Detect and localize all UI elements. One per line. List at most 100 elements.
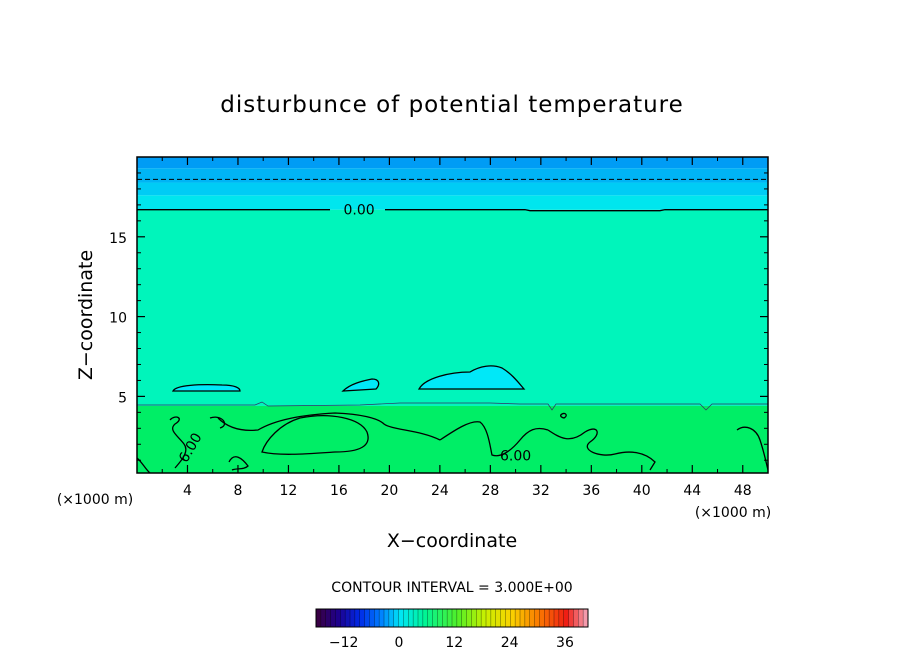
contour-closed-1 bbox=[417, 365, 526, 390]
contour-label-2: 6.00 bbox=[500, 448, 531, 464]
y-tick-label-1: 10 bbox=[109, 311, 127, 327]
colorbar-cell bbox=[544, 609, 550, 627]
colorbar-cell bbox=[345, 609, 351, 627]
contour-six-3 bbox=[217, 412, 441, 441]
x-tick-label-6: 28 bbox=[481, 483, 499, 499]
colorbar-cell bbox=[461, 609, 468, 627]
contour-label-0: 0.00 bbox=[344, 203, 375, 219]
colorbar-tick-label-4: 36 bbox=[556, 635, 574, 651]
contour-six-0 bbox=[169, 416, 187, 469]
colorbar-cell bbox=[403, 609, 409, 627]
colorbar-cell bbox=[335, 609, 341, 627]
colorbar-cell bbox=[495, 609, 502, 627]
colorbar-cell bbox=[471, 609, 477, 627]
x-tick-label-8: 36 bbox=[582, 483, 600, 499]
y-axis-label: Z−coordinate bbox=[75, 250, 97, 380]
colorbar-tick-label-3: 24 bbox=[501, 635, 519, 651]
colorbar-cell bbox=[529, 609, 536, 627]
colorbar-cell bbox=[408, 609, 414, 627]
colorbar-cell bbox=[452, 609, 458, 627]
colorbar-cell bbox=[447, 609, 453, 627]
colorbar-frame bbox=[315, 608, 589, 628]
colorbar-cell bbox=[505, 609, 511, 627]
colorbar-cell bbox=[364, 609, 370, 627]
colorbar: −12 0 12 24 36 bbox=[315, 608, 589, 651]
cyan-patch-2 bbox=[173, 384, 240, 391]
colorbar-cell bbox=[578, 609, 584, 627]
colorbar-cell bbox=[583, 609, 589, 627]
x-tick-label-5: 24 bbox=[431, 483, 449, 499]
colorbar-cell bbox=[549, 609, 555, 627]
contour-zero bbox=[137, 209, 768, 212]
contour-six-7 bbox=[228, 456, 249, 471]
band-0 bbox=[137, 405, 768, 473]
band-3 bbox=[137, 182, 768, 196]
contour-six-8 bbox=[736, 426, 768, 471]
colorbar-cell bbox=[432, 609, 438, 627]
contour-closed-2 bbox=[171, 384, 241, 392]
cyan-patch-1 bbox=[419, 365, 524, 389]
colorbar-cell bbox=[524, 609, 531, 627]
colorbar-cell bbox=[418, 609, 424, 627]
chart-title: disturbunce of potential temperature bbox=[220, 92, 684, 118]
colorbar-cell bbox=[466, 609, 472, 627]
colorbar-cell bbox=[534, 609, 540, 627]
colorbar-cell bbox=[554, 609, 560, 627]
colorbar-cell bbox=[325, 609, 332, 627]
colorbar-cell bbox=[558, 609, 565, 627]
y-tick-label-2: 15 bbox=[109, 231, 127, 247]
contour-six-9 bbox=[137, 457, 151, 473]
contour-six-4 bbox=[439, 421, 549, 457]
contour-layer: 0.006.00 6.00 bbox=[137, 178, 768, 473]
colorbar-cell bbox=[510, 609, 516, 627]
colorbar-cell bbox=[520, 609, 526, 627]
colorbar-cell bbox=[398, 609, 404, 627]
y-tick-label-0: 5 bbox=[118, 390, 127, 406]
colorbar-cell bbox=[354, 609, 361, 627]
colorbar-cell bbox=[379, 609, 385, 627]
colorbar-cell bbox=[422, 609, 429, 627]
colorbar-cell bbox=[388, 609, 395, 627]
colorbar-cell bbox=[427, 609, 434, 627]
x-tick-label-3: 16 bbox=[330, 483, 348, 499]
x-tick-label-4: 20 bbox=[380, 483, 398, 499]
band-5 bbox=[137, 157, 768, 169]
colorbar-cell bbox=[320, 609, 327, 627]
colorbar-cell bbox=[374, 609, 380, 627]
x-tick-label-9: 40 bbox=[633, 483, 651, 499]
colorbar-cell bbox=[486, 609, 492, 627]
colorbar-tick-label-1: 0 bbox=[395, 635, 404, 651]
colorbar-cell bbox=[369, 609, 375, 627]
band-4 bbox=[137, 168, 768, 183]
contour-six-1 bbox=[209, 416, 226, 429]
colorbar-cell bbox=[573, 609, 579, 627]
colorbar-cell bbox=[490, 609, 497, 627]
colorbar-cell bbox=[437, 609, 443, 627]
contour-six-5 bbox=[547, 428, 656, 471]
contour-six-2 bbox=[261, 415, 369, 455]
x-tick-label-11: 48 bbox=[734, 483, 752, 499]
colorbar-cell bbox=[340, 609, 346, 627]
colorbar-cell bbox=[476, 609, 482, 627]
colorbar-cell bbox=[456, 609, 463, 627]
colorbar-cell bbox=[393, 609, 400, 627]
colorbar-cell bbox=[539, 609, 545, 627]
x-unit-right: (×1000 m) bbox=[695, 505, 771, 521]
x-tick-label-2: 12 bbox=[280, 483, 298, 499]
colorbar-cell bbox=[350, 609, 356, 627]
colorbar-cell bbox=[330, 609, 336, 627]
contour-layer-edge bbox=[137, 401, 768, 411]
colorbar-cell bbox=[481, 609, 487, 627]
x-tick-label-10: 44 bbox=[683, 483, 701, 499]
colorbar-cell bbox=[384, 609, 390, 627]
cyan-patch-3 bbox=[343, 379, 379, 391]
contour-closed-3 bbox=[341, 378, 380, 392]
band-2 bbox=[137, 195, 768, 210]
plot-frame bbox=[136, 156, 769, 474]
contour-six-6 bbox=[560, 412, 567, 419]
x-tick-label-1: 8 bbox=[233, 483, 242, 499]
x-tick-label-7: 32 bbox=[532, 483, 550, 499]
colorbar-cell bbox=[568, 609, 574, 627]
